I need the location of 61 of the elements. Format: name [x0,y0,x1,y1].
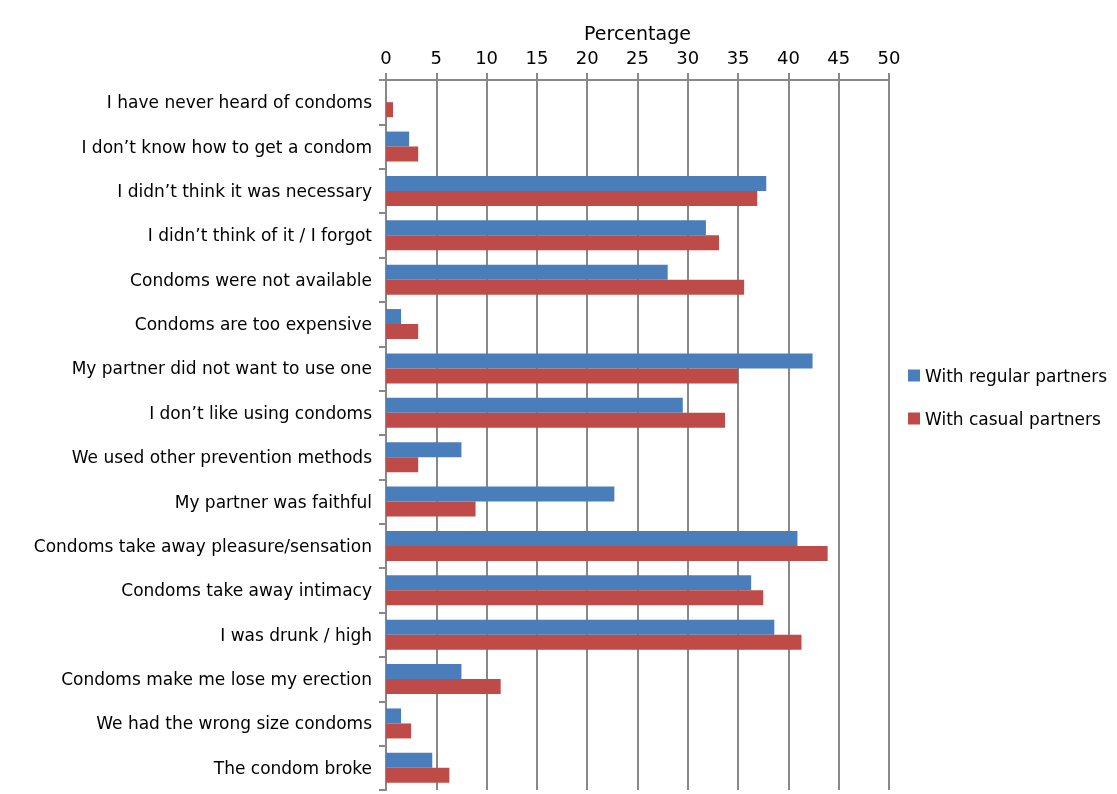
bar [386,767,450,783]
x-tick-label: 0 [380,46,392,68]
x-tick-label: 45 [827,46,851,68]
bar [386,264,668,280]
y-tick-label: I don’t like using condoms [149,402,373,423]
bar [386,457,419,473]
y-tick-label: Condoms take away intimacy [121,580,372,601]
x-tick-label: 20 [575,46,599,68]
y-tick-label: Condoms are too expensive [134,314,372,335]
bar [386,590,764,606]
bar [386,309,402,325]
bar [386,353,813,369]
y-tick-label: Condoms take away pleasure/sensation [33,535,372,556]
bar [386,175,767,191]
bar [386,235,719,251]
legend-label: With casual partners [925,408,1102,429]
x-axis-title: Percentage [584,21,691,44]
x-tick-label: 30 [676,46,700,68]
bar [386,368,739,384]
y-tick-label: I don’t know how to get a condom [81,136,372,157]
bar [386,501,476,517]
x-tick-label: 25 [626,46,649,68]
x-tick-label: 15 [525,46,549,68]
x-tick-label: 40 [776,46,800,68]
bar [386,442,462,458]
bar [386,220,706,236]
y-tick-label: Condoms make me lose my erection [61,669,372,690]
bar [386,486,615,502]
y-tick-label: I didn’t think it was necessary [117,180,372,201]
legend-label: With regular partners [925,365,1108,386]
bar [386,752,433,768]
y-tick-label: We had the wrong size condoms [96,713,373,734]
bar [386,397,683,413]
y-tick-label: I didn’t think of it / I forgot [147,225,373,246]
bar [386,619,775,635]
y-tick-label: My partner did not want to use one [71,358,372,379]
bar [386,190,758,206]
y-tick-label: I have never heard of condoms [106,92,373,113]
x-tick-label: 35 [726,46,750,68]
bar [386,131,410,147]
y-tick-label: My partner was faithful [174,491,372,512]
bar [386,146,419,162]
bar [386,530,798,546]
x-tick-label: 5 [430,46,443,68]
bar [386,708,402,724]
y-tick-label: I was drunk / high [220,624,372,645]
x-tick-label: 50 [877,46,901,68]
bar [386,102,394,118]
y-tick-label: Condoms were not available [130,269,372,290]
bar [386,634,802,650]
bar [386,412,726,428]
bar [386,279,745,295]
y-tick-label: We used other prevention methods [71,447,373,468]
bar [386,664,462,680]
x-tick-label: 10 [475,46,499,68]
bar [386,679,501,695]
y-tick-label: The condom broke [212,757,372,778]
bar [386,575,752,591]
bar [386,545,828,561]
bar [386,723,412,739]
bar [386,324,419,340]
